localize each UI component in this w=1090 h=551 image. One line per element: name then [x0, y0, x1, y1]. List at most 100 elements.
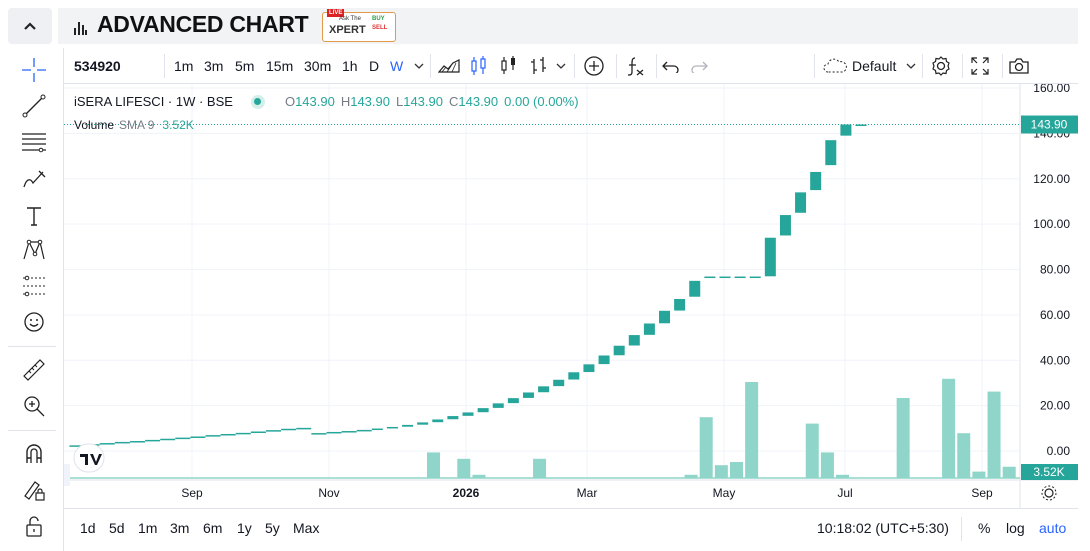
candle: [432, 419, 444, 423]
collapse-toolbar-handle: [64, 464, 70, 486]
last-volume-label: 3.52K: [1033, 465, 1064, 479]
price-axis: [1020, 84, 1078, 508]
price-chart[interactable]: 160.00140.00120.00100.0080.0060.0040.002…: [64, 84, 1078, 508]
redo-icon[interactable]: [690, 48, 708, 84]
candle: [689, 280, 701, 297]
toolbar-divider: [164, 54, 165, 78]
candle: [492, 403, 504, 408]
range-1m[interactable]: 1m: [138, 520, 158, 536]
range-1d[interactable]: 1d: [80, 520, 96, 536]
open-label: O: [284, 94, 296, 109]
open-value: 143.90: [295, 94, 335, 109]
hollow-candles-icon[interactable]: [500, 48, 518, 84]
magnet-icon[interactable]: [20, 440, 48, 468]
toolbar-divider: [814, 54, 815, 78]
fullscreen-icon[interactable]: [970, 48, 990, 84]
toolbar-divider: [8, 430, 56, 431]
add-compare-icon[interactable]: [583, 48, 605, 84]
symbol-search-button[interactable]: 534920: [74, 58, 121, 74]
axis-settings-icon-ring: [1041, 485, 1057, 501]
candle: [145, 439, 161, 442]
collapse-header-button[interactable]: [8, 8, 52, 44]
high-value: 143.90: [350, 94, 390, 109]
chart-pane[interactable]: 160.00140.00120.00100.0080.0060.0040.002…: [64, 84, 1078, 508]
candle: [538, 386, 550, 393]
pattern-icon[interactable]: [20, 236, 48, 264]
fib-retracement-icon[interactable]: [20, 128, 48, 156]
brand-sell-text: SELL: [372, 25, 388, 31]
volume-label: Volume: [74, 118, 115, 132]
range-1y[interactable]: 1y: [237, 520, 252, 536]
price-tick-label: 40.00: [1040, 353, 1070, 367]
candle: [734, 276, 746, 279]
price-tick-label: 100.00: [1033, 217, 1070, 231]
range-3m[interactable]: 3m: [170, 520, 190, 536]
range-5d[interactable]: 5d: [109, 520, 125, 536]
auto-toggle[interactable]: auto: [1039, 520, 1067, 536]
interval-5m[interactable]: 5m: [235, 58, 255, 74]
series-legend: iSERA LIFESCI · 1W · BSE O 143.90 H 143.…: [74, 94, 579, 109]
price-tick-label: 60.00: [1040, 308, 1070, 322]
settings-icon[interactable]: [930, 48, 952, 84]
market-status-icon[interactable]: [250, 94, 265, 109]
lock-drawing-icon[interactable]: [20, 476, 48, 504]
candle: [266, 430, 282, 432]
volume-bar: [472, 474, 486, 478]
zoom-in-icon[interactable]: [20, 392, 48, 420]
interval-3m[interactable]: 3m: [204, 58, 224, 74]
log-toggle[interactable]: log: [1006, 520, 1025, 536]
candle: [402, 424, 414, 427]
chevron-down-icon: [556, 63, 566, 69]
text-icon[interactable]: [20, 202, 48, 230]
candle: [507, 398, 519, 404]
brush-icon[interactable]: [20, 166, 48, 194]
interval-15m[interactable]: 15m: [266, 58, 294, 74]
volume-bar: [714, 465, 728, 478]
undo-icon[interactable]: [662, 48, 680, 84]
chart-toolbar: 534920 1m 3m 5m 15m 30m 1h D W Default: [64, 48, 1078, 84]
candle: [281, 428, 297, 431]
range-6m[interactable]: 6m: [203, 520, 223, 536]
interval-dropdown[interactable]: [414, 48, 424, 84]
ask-the-xpert-logo[interactable]: [322, 12, 396, 42]
forecast-icon[interactable]: [20, 272, 48, 300]
candle: [160, 438, 176, 441]
bars-icon[interactable]: [530, 48, 548, 84]
percent-toggle[interactable]: %: [978, 520, 991, 536]
candle: [613, 345, 625, 356]
interval-1h[interactable]: 1h: [342, 58, 358, 74]
candle: [250, 431, 266, 433]
volume-bar: [805, 423, 819, 478]
chart-type-dropdown[interactable]: [556, 48, 566, 84]
unlock-icon[interactable]: [20, 512, 48, 540]
interval-w[interactable]: W: [390, 58, 404, 74]
candle: [795, 192, 807, 213]
range-5y[interactable]: 5y: [265, 520, 280, 536]
toolbar-divider: [922, 54, 923, 78]
change-value: 0.00 (0.00%): [504, 94, 579, 109]
ruler-icon[interactable]: [20, 356, 48, 384]
candle: [643, 323, 655, 335]
tradingview-logo-icon: [80, 454, 102, 465]
time-tick-label: Jul: [837, 486, 852, 500]
interval-1m[interactable]: 1m: [174, 58, 194, 74]
interval-30m[interactable]: 30m: [304, 58, 332, 74]
indicators-icon[interactable]: [624, 48, 646, 84]
volume-bar: [730, 462, 743, 478]
header-band: [58, 8, 1078, 44]
toolbar-divider: [1002, 54, 1003, 78]
crosshair-icon[interactable]: [20, 56, 48, 84]
candles-icon[interactable]: [470, 48, 488, 84]
range-max[interactable]: Max: [293, 520, 320, 536]
camera-icon[interactable]: [1008, 48, 1030, 84]
trend-line-icon[interactable]: [20, 92, 48, 120]
interval-d[interactable]: D: [369, 58, 380, 74]
volume-legend: Volume SMA 9 3.52K: [74, 118, 194, 132]
emoji-icon[interactable]: [20, 308, 48, 336]
layout-button[interactable]: Default: [822, 48, 916, 84]
low-value: 143.90: [403, 94, 443, 109]
volume-sma-label: SMA 9: [119, 118, 155, 132]
time-tick-label: Sep: [181, 486, 203, 500]
area-chart-icon[interactable]: [438, 48, 460, 84]
clock[interactable]: 10:18:02 (UTC+5:30): [817, 520, 949, 536]
